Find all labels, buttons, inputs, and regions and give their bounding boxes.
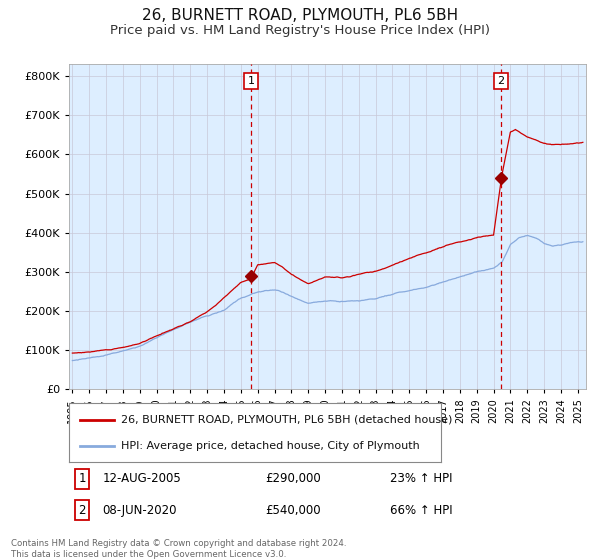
- Text: £290,000: £290,000: [266, 472, 321, 485]
- Text: Contains HM Land Registry data © Crown copyright and database right 2024.
This d: Contains HM Land Registry data © Crown c…: [11, 539, 346, 559]
- Text: HPI: Average price, detached house, City of Plymouth: HPI: Average price, detached house, City…: [121, 441, 420, 451]
- Text: 66% ↑ HPI: 66% ↑ HPI: [389, 503, 452, 516]
- Text: Price paid vs. HM Land Registry's House Price Index (HPI): Price paid vs. HM Land Registry's House …: [110, 24, 490, 36]
- Text: 2: 2: [78, 503, 86, 516]
- Text: 1: 1: [248, 76, 255, 86]
- Text: 1: 1: [78, 472, 86, 485]
- Text: 08-JUN-2020: 08-JUN-2020: [103, 503, 177, 516]
- Text: 26, BURNETT ROAD, PLYMOUTH, PL6 5BH: 26, BURNETT ROAD, PLYMOUTH, PL6 5BH: [142, 8, 458, 24]
- Text: 26, BURNETT ROAD, PLYMOUTH, PL6 5BH (detached house): 26, BURNETT ROAD, PLYMOUTH, PL6 5BH (det…: [121, 414, 452, 424]
- Text: 12-AUG-2005: 12-AUG-2005: [103, 472, 181, 485]
- Text: £540,000: £540,000: [266, 503, 321, 516]
- Text: 2: 2: [497, 76, 505, 86]
- Text: 23% ↑ HPI: 23% ↑ HPI: [389, 472, 452, 485]
